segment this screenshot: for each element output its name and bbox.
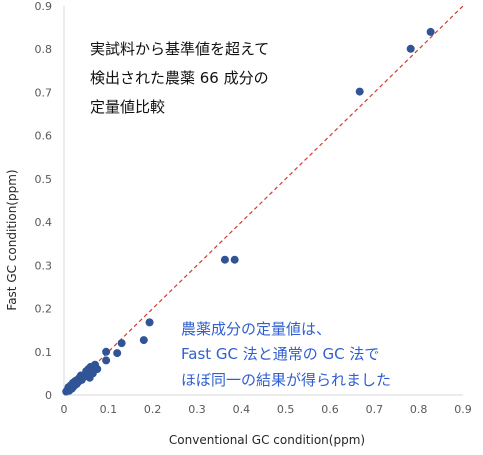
y-axis-title: Fast GC condition(ppm) — [5, 169, 19, 310]
y-tick-label: 0.8 — [35, 43, 53, 56]
data-point — [117, 339, 126, 348]
top-annotation-line-3: 定量値比較 — [90, 98, 165, 116]
y-axis-ticks: 0 0.1 0.2 0.3 0.4 0.5 0.6 0.7 0.8 0.9 — [35, 0, 53, 402]
y-tick-label: 0.9 — [35, 0, 53, 13]
data-point — [113, 349, 122, 358]
y-tick-label: 0.6 — [35, 130, 53, 143]
data-point — [426, 27, 435, 36]
y-tick-label: 0 — [45, 389, 52, 402]
x-tick-label: 0.8 — [410, 403, 428, 416]
x-tick-label: 0.6 — [321, 403, 339, 416]
y-tick-label: 0.7 — [35, 86, 53, 99]
y-tick-label: 0.5 — [35, 173, 53, 186]
data-point — [139, 336, 148, 345]
y-tick-label: 0.1 — [35, 346, 53, 359]
data-points — [62, 27, 435, 396]
x-tick-label: 0.1 — [100, 403, 118, 416]
x-tick-label: 0.2 — [144, 403, 162, 416]
x-axis-ticks: 0 0.1 0.2 0.3 0.4 0.5 0.6 0.7 0.8 0.9 — [61, 403, 472, 416]
data-point — [145, 318, 154, 327]
plot-area: 0 0.1 0.2 0.3 0.4 0.5 0.6 0.7 0.8 0.9 00.10.20.30… — [35, 0, 472, 416]
data-point — [93, 365, 102, 374]
y-tick-label: 0.2 — [35, 303, 53, 316]
data-point — [230, 255, 239, 264]
x-tick-label: 0.9 — [454, 403, 472, 416]
x-tick-label: 0 — [61, 403, 68, 416]
data-point — [406, 44, 415, 53]
data-point — [102, 347, 111, 356]
x-tick-label: 0.7 — [366, 403, 384, 416]
top-annotation-line-2: 検出された農薬 66 成分の — [90, 69, 269, 87]
data-point — [220, 255, 229, 264]
bottom-annotation: 農薬成分の定量値は、 Fast GC 法と通常の GC 法で ほぼ同一の結果が得… — [181, 320, 391, 389]
data-point — [102, 356, 111, 365]
bottom-annotation-line-3: ほぼ同一の結果が得られました — [181, 371, 391, 389]
x-tick-label: 0.4 — [233, 403, 251, 416]
data-point — [355, 87, 364, 96]
bottom-annotation-line-2: Fast GC 法と通常の GC 法で — [181, 345, 379, 363]
top-annotation-line-1: 実試料から基準値を超えて — [90, 40, 269, 58]
top-annotation: 実試料から基準値を超えて 検出された農薬 66 成分の 定量値比較 — [90, 40, 269, 116]
y-tick-label: 0.3 — [35, 259, 53, 272]
bottom-annotation-line-1: 農薬成分の定量値は、 — [181, 320, 331, 338]
x-axis-title: Conventional GC condition(ppm) — [169, 433, 365, 447]
reference-line — [63, 5, 464, 396]
x-tick-label: 0.5 — [277, 403, 295, 416]
y-tick-label: 0.4 — [35, 216, 53, 229]
x-tick-label: 0.3 — [188, 403, 206, 416]
